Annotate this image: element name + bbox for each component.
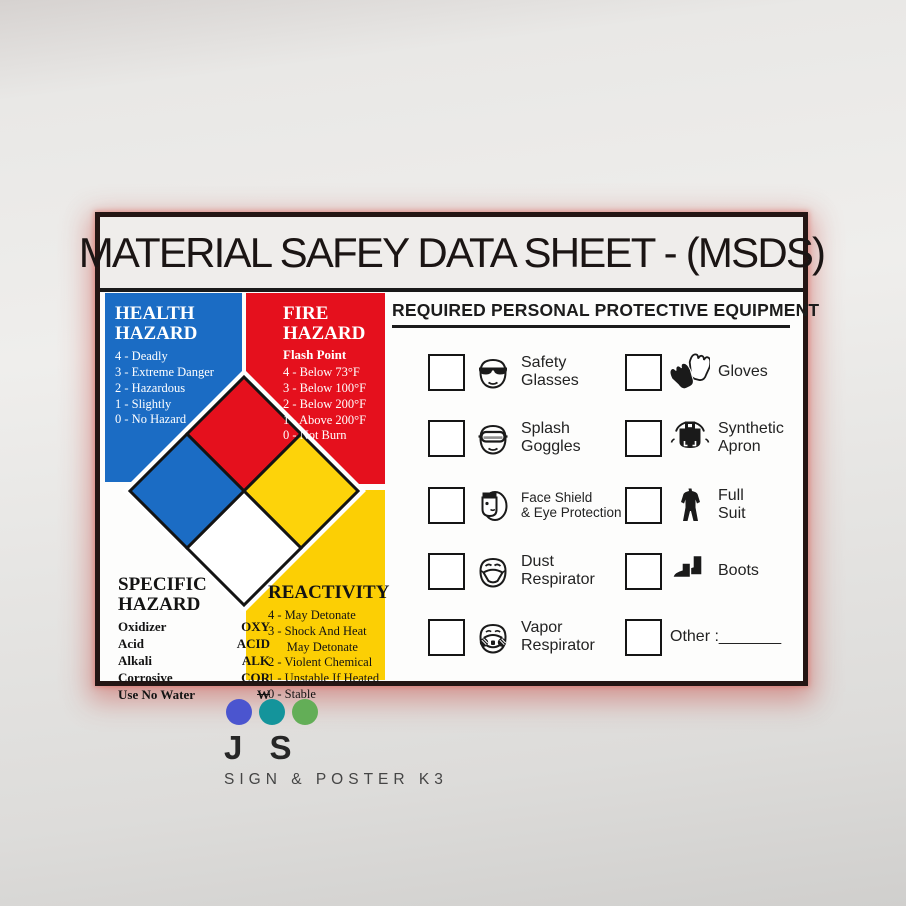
flash-point-label: Flash Point <box>283 347 347 363</box>
msds-sign-board: MATERIAL SAFEY DATA SHEET - (MSDS) HEALT… <box>79 212 826 702</box>
dust-respirator-icon <box>479 557 507 588</box>
brand-dot-blue <box>226 699 252 725</box>
dust-respirator-checkbox[interactable] <box>428 552 465 590</box>
ppe-label: Boots <box>718 561 759 579</box>
hazard-name: Alkali <box>118 653 152 669</box>
specific-hazard-title: SPECIFIC HAZARD <box>118 574 207 616</box>
boots-checkbox[interactable] <box>625 552 662 590</box>
specific-hazard-row: Use No Water W <box>118 687 270 704</box>
safety-glasses-icon <box>479 358 507 389</box>
reactivity-rating: 4 - May Detonate <box>268 608 356 623</box>
hazard-name: Corrosive <box>118 669 173 685</box>
ppe-item-other: Other :_______ <box>625 615 781 659</box>
health-rating: 2 - Hazardous <box>115 380 186 395</box>
ppe-label-other: Other :_______ <box>670 627 782 645</box>
ppe-item-vapor-respirator: Vapor Respirator <box>428 615 595 659</box>
fire-rating: 4 - Below 73°F <box>283 365 360 380</box>
reactivity-title: REACTIVITY <box>268 582 390 603</box>
brand-dot-teal <box>259 699 285 725</box>
reactivity-rating: 0 - Stable <box>268 686 316 701</box>
use-no-water-symbol: W <box>257 686 270 702</box>
brand-tagline: SIGN & POSTER K3 <box>224 771 448 788</box>
hazard-code: ACID <box>236 636 270 652</box>
full-suit-checkbox[interactable] <box>625 486 662 524</box>
fire-rating: 2 - Below 200°F <box>283 396 367 411</box>
ppe-item-gloves: Gloves <box>625 350 768 394</box>
ppe-label: Gloves <box>718 362 768 380</box>
nfpa-hazard-panel: HEALTH HAZARD 4 - Deadly 3 - Extreme Dan… <box>105 292 389 702</box>
ppe-item-full-suit: Full Suit <box>625 483 746 527</box>
gloves-icon <box>670 353 710 390</box>
nfpa-diamond-graphic <box>105 293 385 680</box>
brand-logo-text: J S <box>224 729 301 766</box>
health-hazard-title: HEALTH HAZARD <box>115 303 198 345</box>
health-hazard-block: HEALTH HAZARD 4 - Deadly 3 - Extreme Dan… <box>115 303 243 428</box>
face-shield-checkbox[interactable] <box>428 486 465 524</box>
specific-hazard-row: Corrosive COR <box>118 670 270 687</box>
reactivity-rating: 3 - Shock And Heat May Detonate <box>268 623 367 654</box>
sign-title: MATERIAL SAFEY DATA SHEET - (MSDS) <box>78 228 826 276</box>
fire-rating: 3 - Below 100°F <box>283 381 367 395</box>
full-suit-icon <box>681 488 700 521</box>
hazard-code: COR <box>241 669 270 685</box>
ppe-item-face-shield: Face Shield & Eye Protection <box>428 483 622 527</box>
fire-hazard-block: FIRE HAZARD Flash Point 4 - Below 73°F 3… <box>283 303 383 444</box>
fire-rating: 0 - Not Burn <box>283 428 347 443</box>
health-rating: 0 - No Hazard <box>115 412 187 427</box>
health-rating: 3 - Extreme Danger <box>115 365 214 379</box>
ppe-item-dust-respirator: Dust Respirator <box>428 549 595 593</box>
safety-glasses-checkbox[interactable] <box>428 353 465 391</box>
hazard-name: Acid <box>118 636 144 652</box>
fire-hazard-title: FIRE HAZARD <box>283 303 366 345</box>
reactivity-block: REACTIVITY 4 - May Detonate 3 - Shock An… <box>268 582 390 703</box>
splash-goggles-icon <box>478 424 508 455</box>
specific-hazard-block: SPECIFIC HAZARD Oxidizer OXY Acid ACID A… <box>118 574 270 704</box>
ppe-label: Dust Respirator <box>521 552 595 588</box>
brand-dot-green <box>292 699 318 725</box>
ppe-label: Vapor Respirator <box>521 618 595 654</box>
specific-hazard-row: Alkali ALK <box>118 653 270 670</box>
ppe-label: Safety Glasses <box>521 353 579 389</box>
health-rating: 4 - Deadly <box>115 349 168 364</box>
other-checkbox[interactable] <box>625 618 662 656</box>
vapor-respirator-icon <box>479 623 507 654</box>
hazard-code: OXY <box>241 619 270 635</box>
vapor-respirator-checkbox[interactable] <box>428 618 465 656</box>
hazard-name: Use No Water <box>118 686 196 702</box>
specific-hazard-row: Acid ACID <box>118 636 270 653</box>
hazard-code: ALK <box>241 653 270 669</box>
reactivity-rating: 1 - Unstable If Heated <box>268 671 380 686</box>
ppe-label: Face Shield & Eye Protection <box>521 489 622 520</box>
specific-hazard-row: Oxidizer OXY <box>118 619 270 636</box>
ppe-item-synthetic-apron: Synthetic Apron <box>625 416 784 460</box>
hazard-name: Oxidizer <box>118 619 167 635</box>
health-rating: 1 - Slightly <box>115 396 172 411</box>
ppe-item-safety-glasses: Safety Glasses <box>428 350 579 394</box>
fire-rating: 1 - Above 200°F <box>283 412 367 427</box>
diamond-health-cell <box>127 431 247 551</box>
ppe-label: Splash Goggles <box>521 419 581 455</box>
synthetic-apron-icon <box>670 421 710 448</box>
sign-title-bar: MATERIAL SAFEY DATA SHEET - (MSDS) <box>79 217 826 292</box>
face-shield-icon <box>481 491 508 521</box>
ppe-section-title: REQUIRED PERSONAL PROTECTIVE EQUIPMENT <box>392 300 819 328</box>
synthetic-apron-checkbox[interactable] <box>625 419 662 457</box>
ppe-item-splash-goggles: Splash Goggles <box>428 416 581 460</box>
boots-icon <box>672 554 703 579</box>
reactivity-rating: 2 - Violent Chemical <box>268 655 373 670</box>
ppe-item-boots: Boots <box>625 549 759 593</box>
splash-goggles-checkbox[interactable] <box>428 419 465 457</box>
gloves-checkbox[interactable] <box>625 353 662 391</box>
ppe-label: Full Suit <box>718 486 746 522</box>
ppe-label: Synthetic Apron <box>718 419 784 455</box>
